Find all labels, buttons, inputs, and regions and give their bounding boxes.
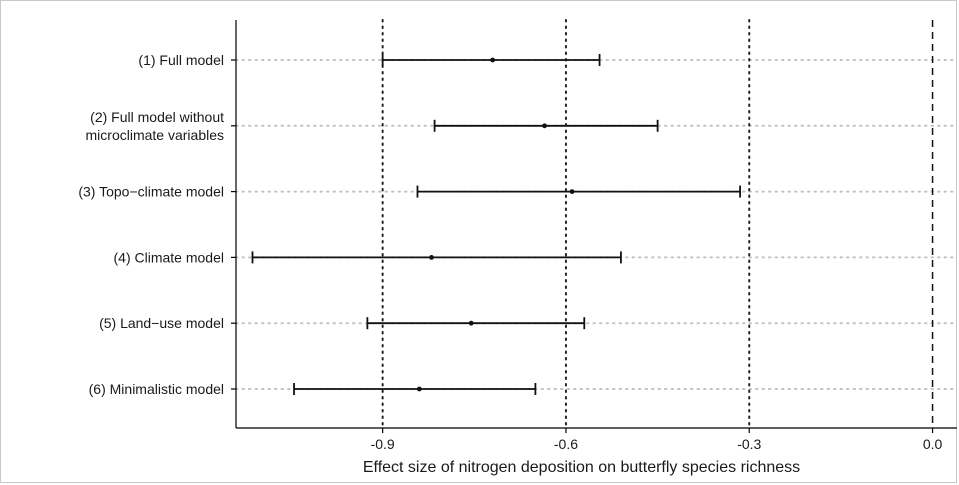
x-tick-label: 0.0 <box>923 436 943 452</box>
model-label-4: (4) Climate model <box>114 249 224 265</box>
x-tick-label: -0.3 <box>737 436 761 452</box>
point-estimate-4 <box>429 255 434 260</box>
point-estimate-6 <box>416 386 422 392</box>
model-label-2: (2) Full model without <box>90 109 224 125</box>
model-label-5: (5) Land−use model <box>99 315 224 331</box>
vertical-reference-lines <box>381 19 934 429</box>
horizontal-gridlines <box>235 59 958 390</box>
point-estimate-2 <box>542 123 547 129</box>
model-label-6: (6) Minimalistic model <box>89 381 224 397</box>
model-label-1: (1) Full model <box>138 52 224 68</box>
point-estimate-3 <box>569 189 575 195</box>
y-axis-category-labels: (1) Full model (2) Full model without micr… <box>78 52 236 397</box>
x-axis-label: Effect size of nitrogen deposition on bu… <box>363 459 800 476</box>
model-label-2: microclimate variables <box>86 127 224 143</box>
confidence-intervals <box>251 54 741 395</box>
x-axis-ticks: -0.9 -0.6 -0.3 0.0 <box>371 428 943 452</box>
model-label-3: (3) Topo−climate model <box>78 184 224 200</box>
x-tick-label: -0.9 <box>371 436 395 452</box>
x-tick-label: -0.6 <box>554 436 578 452</box>
point-estimate-5 <box>468 320 474 326</box>
point-estimate-1 <box>490 57 496 63</box>
